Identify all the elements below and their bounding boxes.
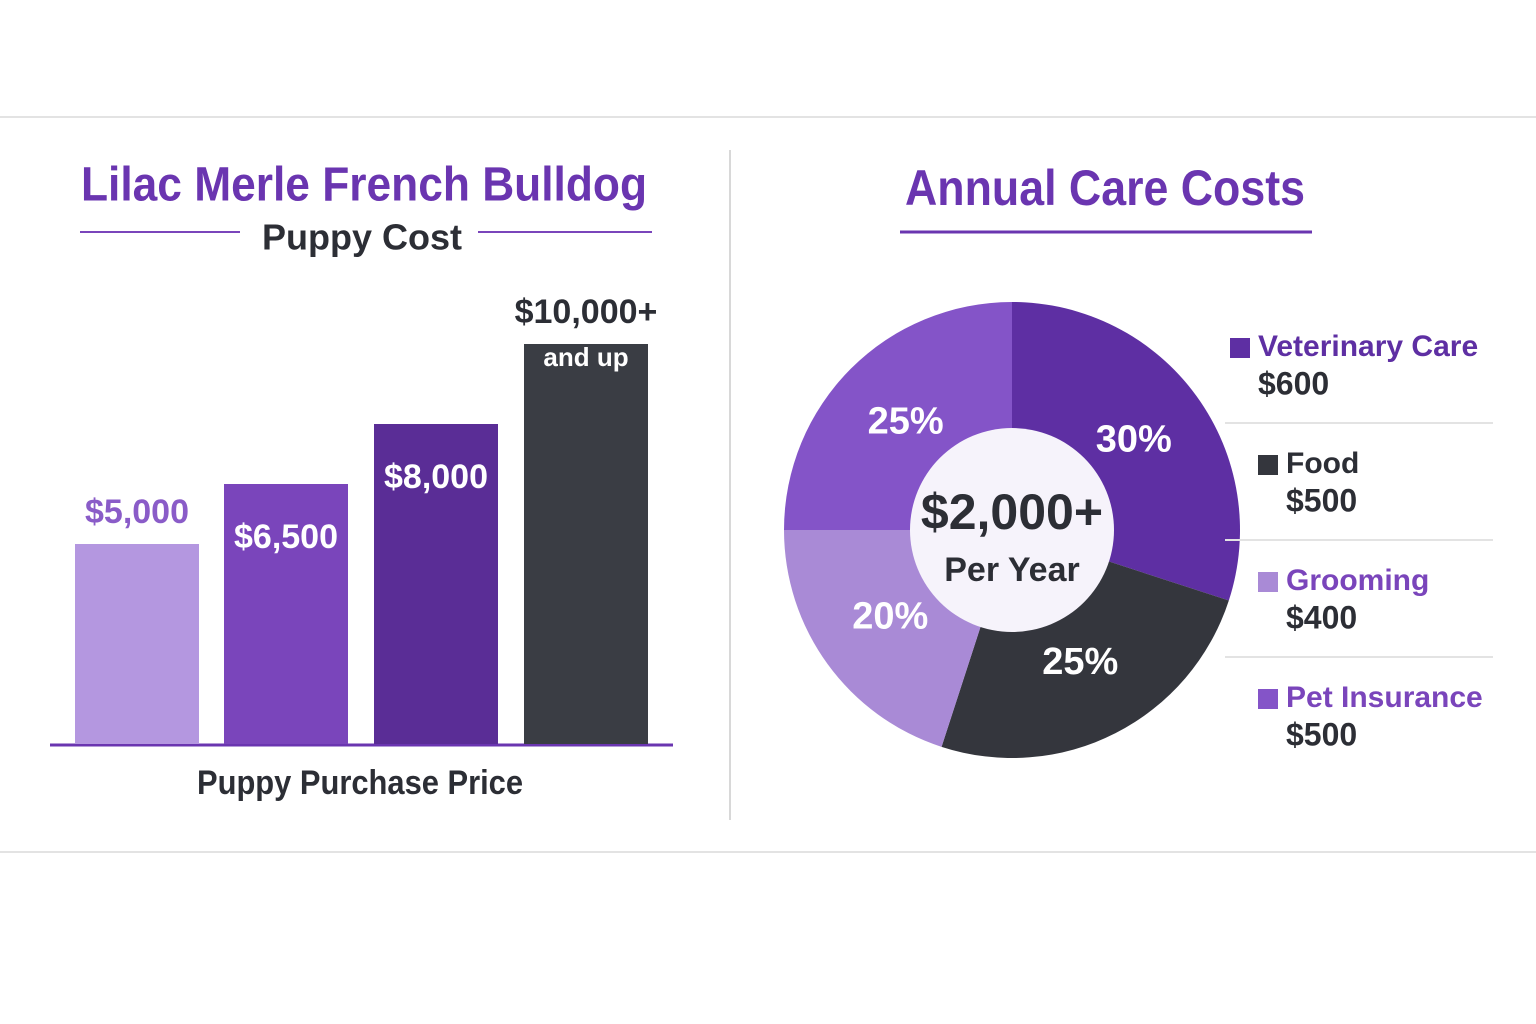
legend-value: $500	[1286, 482, 1357, 518]
slice-label: 25%	[868, 401, 944, 443]
center-sublabel: Per Year	[944, 551, 1080, 589]
legend-name: Pet Insurance	[1286, 681, 1483, 714]
legend-swatch	[1258, 455, 1278, 475]
legend-value: $500	[1286, 716, 1357, 752]
legend-swatch	[1230, 338, 1250, 358]
bar	[524, 344, 648, 744]
legend-swatch	[1258, 572, 1278, 592]
bar	[224, 484, 348, 744]
bar	[75, 544, 199, 744]
x-axis-label: Puppy Purchase Price	[197, 764, 523, 802]
value-label: $5,000	[85, 493, 189, 531]
legend-name: Grooming	[1286, 564, 1429, 597]
slice-label: 20%	[852, 595, 928, 637]
legend-name: Food	[1286, 447, 1359, 480]
bar-title: Lilac Merle French Bulldog	[81, 159, 647, 212]
legend-name: Veterinary Care	[1258, 330, 1478, 363]
legend-value: $400	[1286, 599, 1357, 635]
value-label: $6,500	[234, 518, 338, 556]
value-label: $8,000	[384, 458, 488, 496]
slice-label: 25%	[1042, 641, 1118, 683]
legend-value: $600	[1258, 365, 1329, 401]
slice-label: 30%	[1096, 419, 1172, 461]
legend-swatch	[1258, 689, 1278, 709]
bar-subtitle: Puppy Cost	[262, 217, 462, 258]
center-disc	[910, 428, 1114, 632]
bar	[374, 424, 498, 744]
pie-title: Annual Care Costs	[905, 160, 1305, 216]
value-label: $10,000+	[515, 293, 658, 331]
center-label: $2,000+	[921, 484, 1103, 540]
annotation: and up	[543, 342, 628, 372]
